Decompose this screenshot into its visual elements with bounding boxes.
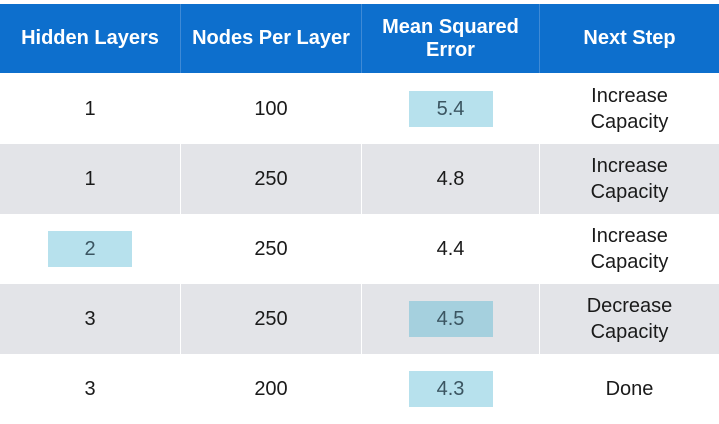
table-row: 2 250 4.4 Increase Capacity <box>0 214 719 284</box>
mse-cell: 4.4 <box>362 214 540 284</box>
mse-cell: 4.5 <box>362 284 540 354</box>
table-row: 1 100 5.4 Increase Capacity <box>0 74 719 144</box>
nodes-per-layer-cell: 250 <box>181 284 362 354</box>
hidden-layers-cell: 1 <box>0 74 181 144</box>
next-step-cell: Decrease Capacity <box>586 295 673 343</box>
hidden-layers-cell: 3 <box>0 354 181 424</box>
nodes-per-layer-cell: 100 <box>181 74 362 144</box>
highlighted-value: 5.4 <box>408 91 493 127</box>
next-step-cell: Increase Capacity <box>590 155 669 203</box>
table-header: Hidden Layers Nodes Per Layer Mean Squar… <box>0 4 719 73</box>
table-row: 3 200 4.3 Done <box>0 354 719 424</box>
mse-cell: 4.3 <box>362 354 540 424</box>
next-step-cell: Increase Capacity <box>590 85 669 133</box>
nodes-per-layer-cell: 200 <box>181 354 362 424</box>
hidden-layers-cell: 1 <box>0 144 181 214</box>
header-next-step: Next Step <box>583 27 676 49</box>
next-step-cell: Done <box>605 378 654 400</box>
highlighted-value: 4.3 <box>408 371 493 407</box>
nodes-per-layer-cell: 250 <box>181 144 362 214</box>
table-row: 3 250 4.5 Decrease Capacity <box>0 284 719 354</box>
hidden-layers-cell: 2 <box>0 214 181 284</box>
nodes-per-layer-cell: 250 <box>181 214 362 284</box>
highlighted-value: 2 <box>48 231 132 267</box>
highlighted-value: 4.5 <box>408 301 493 337</box>
mse-cell: 4.8 <box>362 144 540 214</box>
mse-cell: 5.4 <box>362 74 540 144</box>
next-step-cell: Increase Capacity <box>590 225 669 273</box>
hidden-layers-cell: 3 <box>0 284 181 354</box>
header-hidden-layers: Hidden Layers <box>0 4 181 73</box>
header-mean-squared-error: Mean Squared Error <box>362 4 540 73</box>
table-row: 1 250 4.8 Increase Capacity <box>0 144 719 214</box>
header-nodes-per-layer: Nodes Per Layer <box>181 4 362 73</box>
